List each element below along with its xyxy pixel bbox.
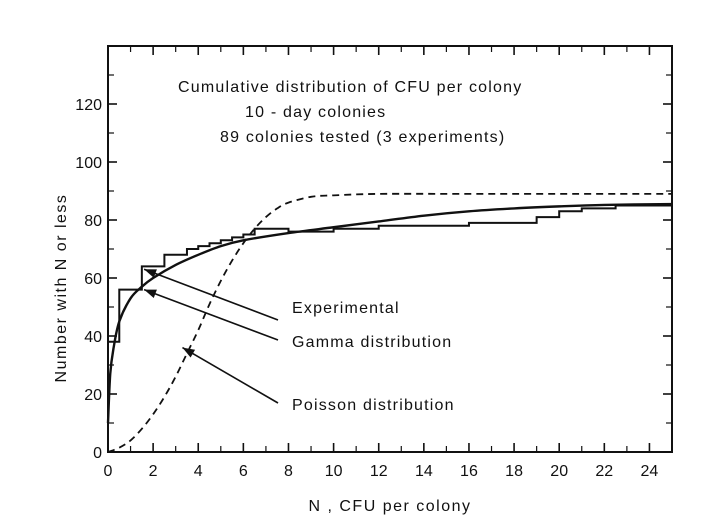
annotation-arrow bbox=[143, 268, 279, 321]
x-tick-label: 22 bbox=[595, 463, 613, 480]
x-tick-label: 14 bbox=[415, 463, 433, 480]
chart-title-line-1: Cumulative distribution of CFU per colon… bbox=[178, 79, 522, 96]
y-tick-label: 0 bbox=[93, 445, 102, 462]
y-tick-label: 20 bbox=[84, 387, 102, 404]
x-axis-label: N , CFU per colony bbox=[308, 498, 471, 515]
y-axis-label: Number with N or less bbox=[53, 194, 70, 383]
y-tick-label: 80 bbox=[84, 213, 102, 230]
x-tick-label: 18 bbox=[505, 463, 523, 480]
x-tick-label: 4 bbox=[194, 463, 203, 480]
chart-title-line-3: 89 colonies tested (3 experiments) bbox=[220, 129, 505, 146]
annotation-label: Poisson distribution bbox=[292, 397, 455, 414]
x-tick-label: 20 bbox=[550, 463, 568, 480]
x-tick-label: 16 bbox=[460, 463, 478, 480]
series-gamma-distribution bbox=[106, 202, 673, 424]
y-tick-label: 100 bbox=[75, 155, 102, 172]
x-tick-label: 6 bbox=[239, 463, 248, 480]
y-tick-label: 120 bbox=[75, 97, 102, 114]
annotation-arrowhead bbox=[182, 347, 196, 358]
x-tick-label: 8 bbox=[284, 463, 293, 480]
x-tick-label: 2 bbox=[149, 463, 158, 480]
annotation-label: Gamma distribution bbox=[292, 334, 452, 351]
x-tick-label: 0 bbox=[104, 463, 113, 480]
x-tick-label: 10 bbox=[325, 463, 343, 480]
y-tick-label: 40 bbox=[84, 329, 102, 346]
chart-title-line-2: 10 - day colonies bbox=[245, 104, 386, 121]
annotation-arrow bbox=[182, 346, 279, 404]
annotation-arrow bbox=[143, 288, 279, 341]
annotation-arrowhead bbox=[144, 289, 157, 299]
x-tick-label: 24 bbox=[641, 463, 659, 480]
series-experimental bbox=[108, 204, 672, 343]
y-tick-label: 60 bbox=[84, 271, 102, 288]
annotation-arrowhead bbox=[144, 269, 157, 278]
x-tick-label: 12 bbox=[370, 463, 388, 480]
annotation-label: Experimental bbox=[292, 300, 400, 317]
